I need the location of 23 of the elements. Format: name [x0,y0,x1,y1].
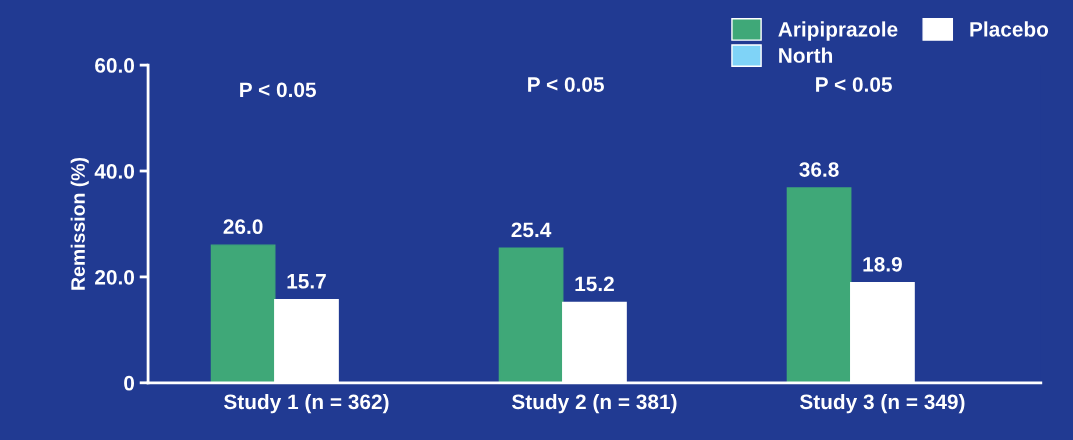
annotation: P < 0.05 [528,77,604,92]
data-label: 25.4 [511,222,552,238]
y-tick-label: 40.0 [94,164,135,179]
legend-label: Aripiprazole [778,21,898,41]
data-label: 36.8 [799,162,839,177]
data-label: 26.0 [223,219,263,235]
annotation: P < 0.05 [816,77,892,92]
bar [498,247,564,383]
legend-label: North [779,47,833,63]
data-label: 15.2 [575,276,614,292]
annotation: P < 0.05 [240,82,316,98]
data-label: 18.9 [863,256,902,272]
y-tick-label: 60.0 [95,58,135,73]
x-tick-label: Study 3 (n = 349) [799,393,965,414]
legend-label: Placebo [970,21,1049,37]
bar [786,187,852,383]
bar [210,244,276,383]
x-tick-label: Study 2 (n = 381) [511,393,677,414]
y-tick-label: 0 [124,375,135,391]
y-tick-label: 20.0 [95,269,135,285]
y-axis-title: Remission (%) [70,157,89,290]
x-tick-label: Study 1 (n = 362) [224,393,389,414]
data-label: 15.7 [287,274,326,289]
